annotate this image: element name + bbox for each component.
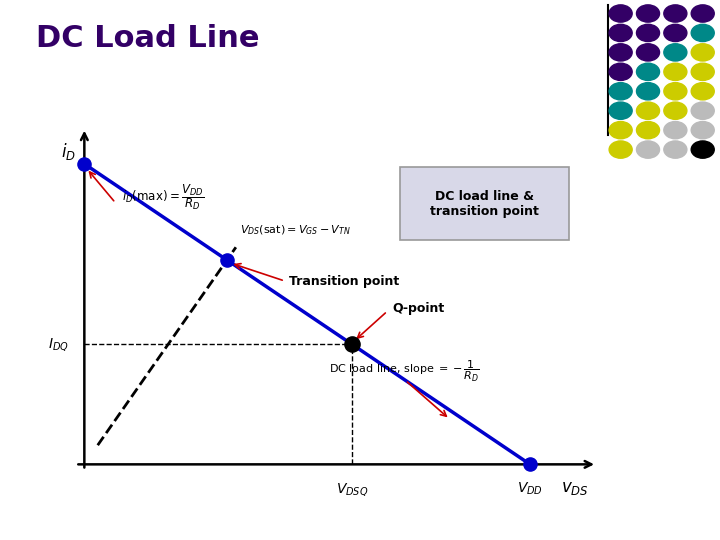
Text: Q-point: Q-point (392, 302, 444, 315)
Text: DC load line, slope $= -\dfrac{1}{R_D}$: DC load line, slope $= -\dfrac{1}{R_D}$ (330, 359, 480, 384)
Text: $V_{DS}(\mathrm{sat}) = V_{GS} - V_{TN}$: $V_{DS}(\mathrm{sat}) = V_{GS} - V_{TN}$ (240, 223, 351, 237)
Text: $V_{DSQ}$: $V_{DSQ}$ (336, 481, 368, 498)
Text: $\mathit{i}_D$: $\mathit{i}_D$ (61, 141, 76, 163)
Point (524, 460, 536, 469)
Text: DC load line &
transition point: DC load line & transition point (430, 190, 539, 218)
Text: Transition point: Transition point (289, 274, 400, 288)
Text: $\mathit{v}_{DS}$: $\mathit{v}_{DS}$ (562, 480, 589, 497)
Text: $V_{DD}$: $V_{DD}$ (517, 481, 543, 497)
Text: $i_D(\mathrm{max}) = \dfrac{V_{DD}}{R_D}$: $i_D(\mathrm{max}) = \dfrac{V_{DD}}{R_D}… (122, 182, 204, 212)
Text: $I_{DQ}$: $I_{DQ}$ (48, 336, 68, 353)
Point (221, 256, 233, 265)
Point (78, 159, 90, 168)
Text: DC Load Line: DC Load Line (36, 24, 259, 53)
Point (346, 340, 358, 348)
